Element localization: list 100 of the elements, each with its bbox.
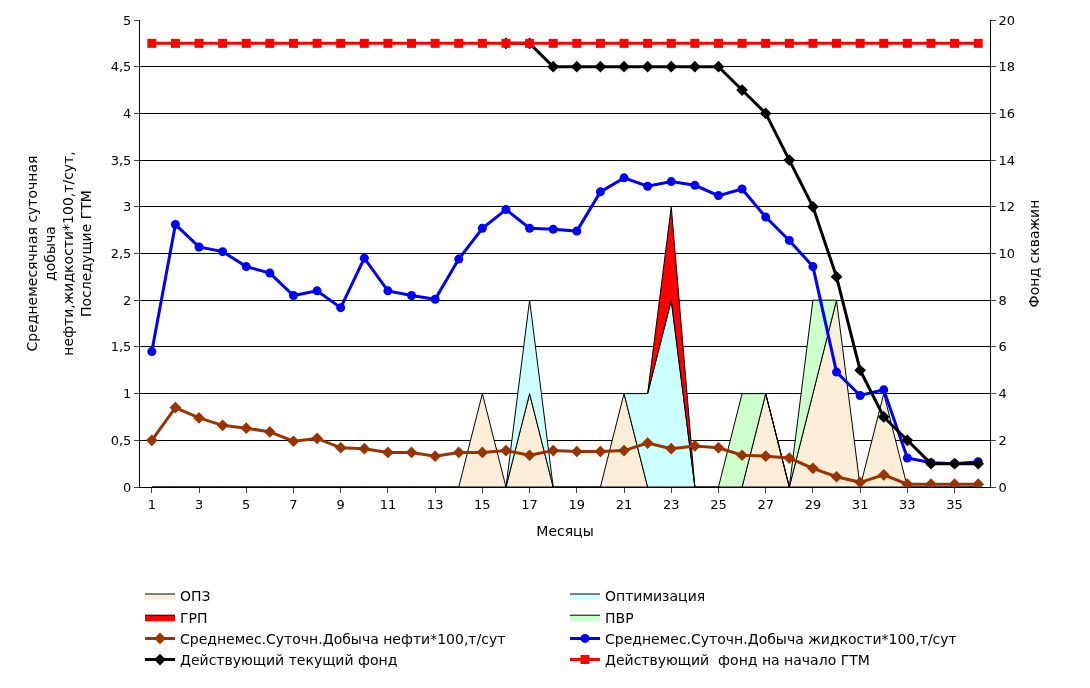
point [761, 212, 771, 222]
legend-label: Действующий текущий фонд [180, 652, 398, 669]
y2-tick-label: 10 [998, 246, 1016, 262]
point [712, 60, 725, 73]
x-tick-label: 33 [899, 496, 916, 512]
point [879, 38, 889, 48]
point [902, 453, 912, 463]
legend-label: Оптимизация [605, 588, 706, 605]
point [572, 226, 582, 236]
x-tick-label: 21 [615, 496, 633, 512]
point [334, 441, 347, 454]
y2-tick-label: 4 [998, 386, 1007, 402]
point [901, 434, 914, 447]
point [665, 442, 678, 455]
x-tick-label: 17 [521, 496, 538, 512]
point [265, 268, 275, 278]
point [548, 38, 558, 48]
point [737, 38, 747, 48]
point [336, 303, 346, 313]
y2-tick-label: 6 [998, 339, 1007, 355]
point [145, 434, 158, 447]
x-tick-label: 3 [194, 496, 204, 512]
point [641, 60, 654, 73]
point [737, 184, 747, 194]
y-tick-label: 2,5 [110, 246, 132, 262]
point [454, 38, 464, 48]
point [312, 38, 322, 48]
point [501, 205, 511, 215]
legend-label: ГРП [180, 609, 208, 626]
point [595, 38, 605, 48]
point [454, 254, 464, 264]
legend-label: ОПЗ [180, 588, 211, 605]
point [595, 187, 605, 197]
x-tick-label: 27 [757, 496, 774, 512]
point [500, 444, 512, 457]
x-tick-label: 19 [568, 496, 586, 512]
point [383, 38, 393, 48]
point [572, 38, 582, 48]
point [382, 446, 394, 459]
point [265, 38, 275, 48]
point [311, 432, 323, 445]
y-tick-label: 3,5 [110, 152, 132, 168]
legend-label: ПВР [605, 609, 634, 626]
point [359, 253, 369, 263]
point [241, 262, 251, 272]
point [618, 444, 630, 457]
point [713, 191, 723, 201]
point [429, 450, 441, 463]
point [689, 440, 701, 452]
y-tick-label: 1 [123, 386, 132, 402]
point [407, 291, 417, 301]
point [594, 60, 607, 73]
y-tick-label: 4 [123, 105, 132, 121]
point [666, 38, 676, 48]
point [477, 38, 487, 48]
point [807, 200, 819, 213]
point [855, 38, 865, 48]
y2-tick-label: 14 [998, 152, 1016, 168]
point [240, 422, 253, 435]
y-tick-label: 2 [123, 292, 132, 308]
y2-tick-label: 8 [998, 292, 1007, 308]
point [523, 449, 536, 462]
point [761, 38, 771, 48]
point [194, 38, 204, 48]
point [170, 38, 180, 48]
y-tick-label: 0,5 [110, 432, 132, 448]
point [170, 220, 180, 230]
point [854, 476, 866, 487]
x-tick-label: 29 [804, 496, 822, 512]
point [879, 385, 889, 395]
point [288, 291, 298, 301]
y2-axis-title: Фонд скважин [1026, 199, 1043, 308]
point [784, 235, 794, 245]
point [241, 38, 251, 48]
x-tick-label: 15 [474, 496, 491, 512]
point [430, 294, 440, 304]
point [832, 367, 842, 377]
legend-label: Среднемес.Суточн.Добыча жидкости*100,т/сут [605, 630, 957, 647]
point [855, 390, 865, 400]
y2-tick-label: 12 [998, 199, 1016, 215]
legend-label: Действующий фонд на начало ГТМ [605, 652, 870, 669]
point [264, 426, 276, 438]
point [759, 107, 772, 120]
point [643, 181, 653, 191]
x-tick-label: 23 [662, 496, 680, 512]
x-tick-label: 25 [710, 496, 727, 512]
point [830, 470, 843, 483]
point [359, 38, 369, 48]
point [807, 462, 819, 475]
point [287, 435, 300, 448]
point [783, 452, 796, 464]
point [336, 38, 346, 48]
point [477, 223, 487, 233]
x-tick-label: 5 [242, 496, 251, 512]
point [902, 38, 912, 48]
point [950, 38, 960, 48]
point [618, 60, 630, 73]
point [383, 286, 393, 296]
point [689, 60, 701, 73]
point [430, 38, 440, 48]
